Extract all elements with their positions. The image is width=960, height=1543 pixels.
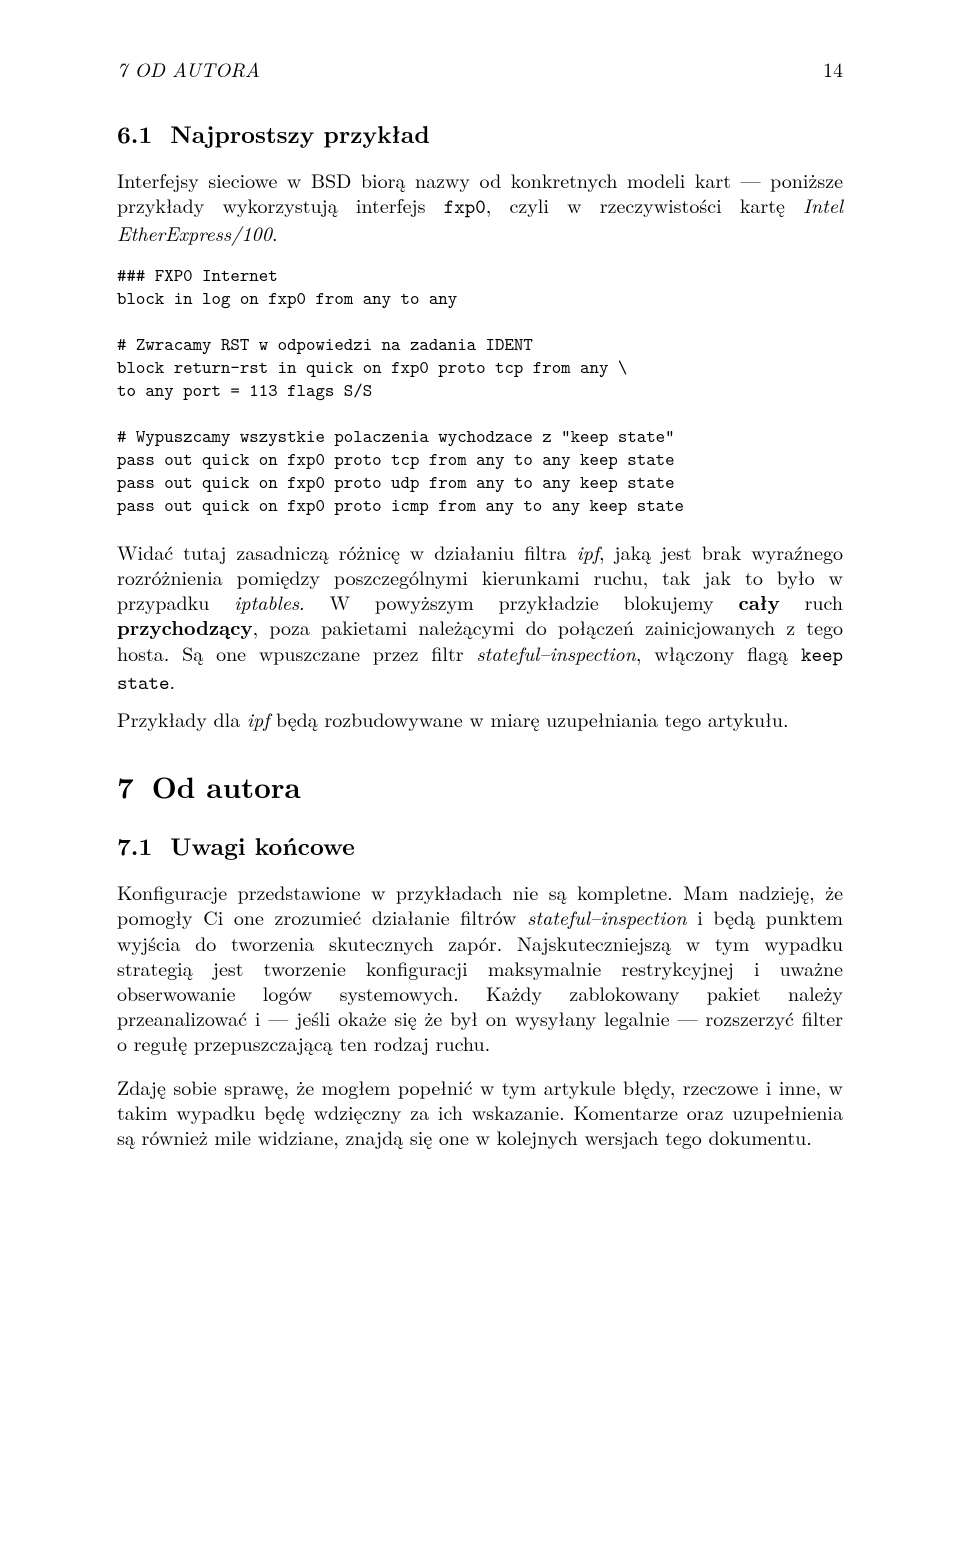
text: .	[272, 218, 278, 247]
text: Przykłady dla	[117, 704, 247, 733]
inline-code-fxp0: fxp0	[444, 194, 486, 220]
subsection-title: Uwagi końcowe	[170, 829, 355, 863]
header-left: 7 OD AUTORA	[117, 54, 260, 83]
section-number: 7	[117, 765, 134, 807]
subsection-number: 6.1	[117, 117, 152, 151]
subsection-6-1-heading: 6.1 Najprostszy przykład	[117, 117, 843, 151]
running-header: 7 OD AUTORA 14	[117, 54, 843, 83]
page-number: 14	[823, 54, 843, 83]
section-title: Od autora	[152, 765, 301, 807]
subsection-title: Najprostszy przykład	[170, 117, 429, 151]
paragraph-closing1: Konfiguracje przedstawione w przykładach…	[117, 879, 843, 1055]
section-7-heading: 7 Od autora	[117, 765, 843, 807]
text: .	[170, 666, 176, 695]
italic-ipf2: ipf	[247, 704, 270, 733]
text: , włączony flagą	[636, 638, 801, 667]
paragraph-explain: Widać tutaj zasadniczą różnicę w działan…	[117, 539, 843, 696]
italic-stateful: stateful–inspection	[476, 638, 635, 667]
paragraph-future: Przykłady dla ipf będą rozbudowywane w m…	[117, 706, 843, 731]
subsection-number: 7.1	[117, 829, 152, 863]
subsection-7-1-heading: 7.1 Uwagi końcowe	[117, 829, 843, 863]
page: 7 OD AUTORA 14 6.1 Najprostszy przykład I…	[0, 0, 960, 1543]
paragraph-closing2: Zdaję sobie sprawę, że mogłem popełnić w…	[117, 1074, 843, 1150]
code-block-ipf-rules: ### FXP0 Internet block in log on fxp0 f…	[117, 264, 843, 517]
text: , czyli w rzeczywistości kartę	[486, 190, 803, 219]
paragraph-intro: Interfejsy sieciowe w BSD biorą nazwy od…	[117, 167, 843, 246]
text: będą rozbudowywane w miarę uzupełniania …	[269, 704, 788, 733]
